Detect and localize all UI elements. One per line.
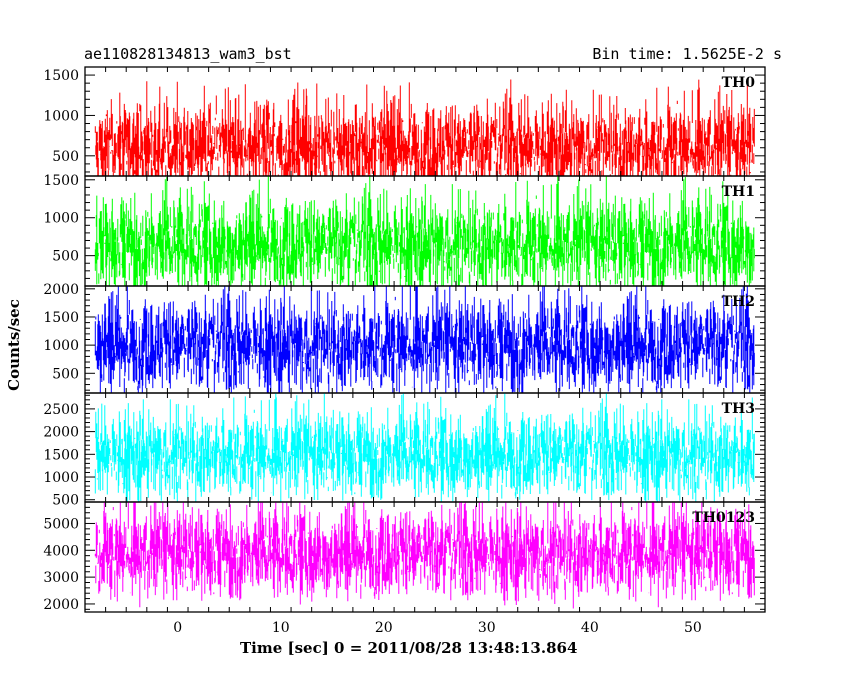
y-tick-label: 4000 — [43, 543, 79, 559]
y-tick-label: 3000 — [43, 570, 79, 586]
panel-label-th2: TH2 — [722, 294, 755, 310]
x-tick-label: 50 — [684, 620, 702, 636]
y-tick-label: 2000 — [43, 282, 79, 298]
y-tick-label: 2000 — [43, 425, 79, 441]
panel-label-th0: TH0 — [722, 75, 756, 91]
x-axis-label: Time [sec] 0 = 2011/08/28 13:48:13.864 — [240, 639, 578, 657]
x-tick-label: 30 — [478, 620, 496, 636]
x-tick-label: 40 — [581, 620, 599, 636]
chart-title-right: Bin time: 1.5625E-2 s — [592, 45, 782, 63]
y-tick-label: 1500 — [43, 68, 79, 84]
x-tick-label: 20 — [375, 620, 393, 636]
series-th1 — [94, 176, 755, 286]
y-tick-label: 1500 — [43, 173, 79, 189]
y-tick-label: 500 — [52, 366, 79, 382]
chart-title-left: ae110828134813_wam3_bst — [84, 45, 292, 63]
y-tick-label: 500 — [52, 149, 79, 165]
series-th3 — [94, 393, 755, 502]
series-th0123 — [94, 502, 755, 609]
y-tick-label: 1000 — [43, 470, 79, 486]
x-tick-label: 0 — [173, 620, 182, 636]
series-th2 — [94, 286, 755, 393]
y-tick-label: 500 — [52, 493, 79, 509]
y-tick-label: 2500 — [43, 402, 79, 418]
y-axis-label: Counts/sec — [5, 299, 23, 391]
series-th0 — [94, 79, 755, 176]
panel-frame-th0123 — [84, 501, 766, 613]
y-tick-label: 5000 — [43, 516, 79, 532]
y-tick-label: 1000 — [43, 338, 79, 354]
y-tick-label: 1000 — [43, 211, 79, 227]
panel-label-th3: TH3 — [722, 401, 755, 417]
y-tick-label: 2000 — [43, 597, 79, 613]
y-tick-label: 1000 — [43, 108, 79, 124]
x-tick-label: 10 — [272, 620, 290, 636]
y-tick-label: 1500 — [43, 310, 79, 326]
panel-label-th0123: TH0123 — [692, 510, 755, 526]
y-tick-label: 1500 — [43, 447, 79, 463]
panel-label-th1: TH1 — [722, 184, 755, 200]
y-tick-label: 500 — [52, 249, 79, 265]
